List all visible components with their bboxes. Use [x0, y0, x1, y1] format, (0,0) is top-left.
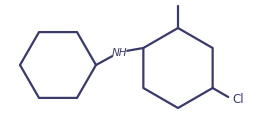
Text: Cl: Cl [232, 92, 244, 105]
Text: NH: NH [112, 48, 127, 59]
